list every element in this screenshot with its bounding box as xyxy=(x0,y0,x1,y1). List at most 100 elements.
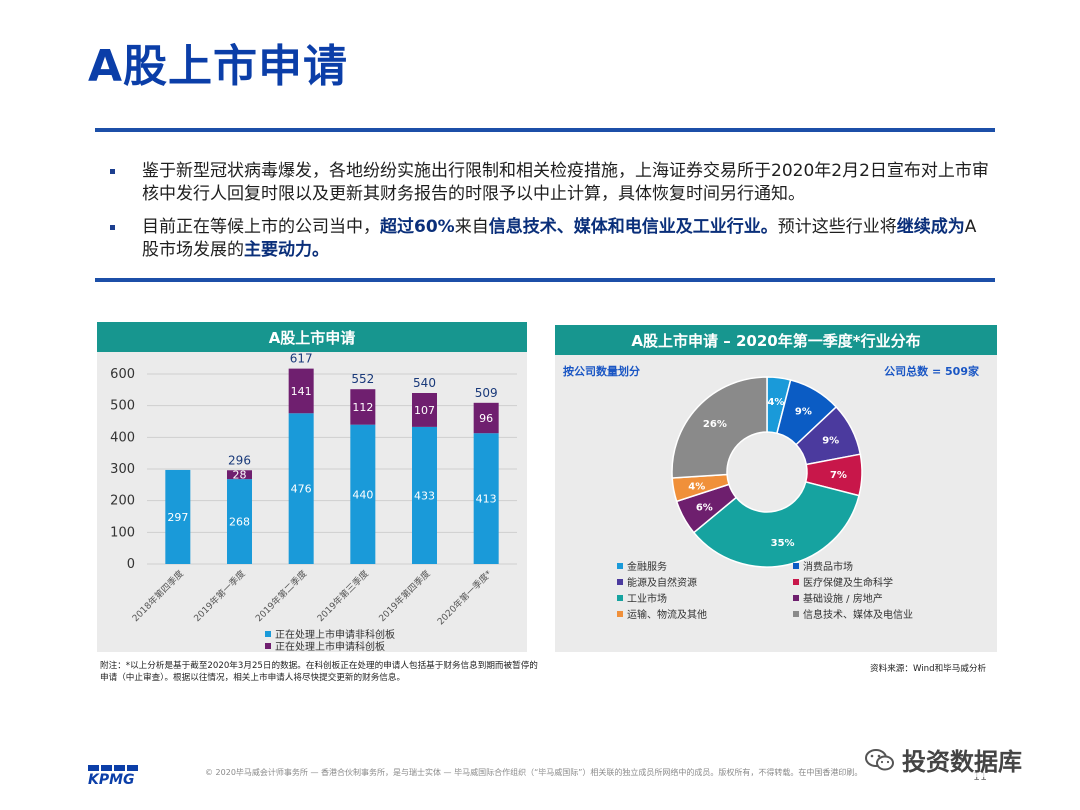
legend-label: 正在处理上市申请科创板 xyxy=(275,642,385,653)
legend-label: 消费品市场 xyxy=(803,562,853,573)
donut-slice xyxy=(671,376,768,479)
bar-segment xyxy=(227,470,252,480)
bullet-item-1: 鉴于新型冠状病毒爆发，各地纷纷实施出行限制和相关检疫措施，上海证券交易所于202… xyxy=(110,160,990,206)
bar-value-label: 297 xyxy=(167,511,188,524)
bullet-marker xyxy=(110,225,115,230)
bar-segment xyxy=(350,424,376,564)
bullet-segment: 超过60% xyxy=(380,217,455,237)
y-tick-label: 100 xyxy=(110,525,135,540)
donut-subtitle-right: 公司总数 = 509家 xyxy=(884,365,979,378)
kpmg-logo-bars xyxy=(88,765,138,771)
legend-swatch xyxy=(793,594,799,601)
bar-segment xyxy=(412,426,437,564)
y-tick-label: 0 xyxy=(127,557,135,572)
bar-segment xyxy=(288,413,314,564)
bar-segment xyxy=(473,433,499,564)
legend-label: 能源及自然资源 xyxy=(627,578,697,589)
x-tick-label: 2019年第二季度 xyxy=(253,568,310,625)
y-tick-label: 600 xyxy=(110,367,135,382)
legend-swatch xyxy=(793,578,799,585)
bar-segment xyxy=(165,469,191,564)
legend-swatch xyxy=(793,562,799,569)
x-tick-label: 2019年第三季度 xyxy=(314,568,371,625)
bar-value-label: 413 xyxy=(476,493,497,506)
legend-swatch xyxy=(793,610,799,617)
bar-chart: 0 100 200 300 400 500 600 297 2018年第四季度 268 28 296 2… xyxy=(110,352,517,627)
bar-legend-item-star: 正在处理上市申请科创板 xyxy=(265,638,385,653)
y-tick-label: 400 xyxy=(110,430,135,445)
bar-segment xyxy=(473,402,499,434)
slice-percent-label: 9% xyxy=(795,406,812,417)
bar-value-label: 141 xyxy=(291,385,312,398)
watermark-text: 投资数据库 xyxy=(902,748,1022,776)
bar-value-label: 107 xyxy=(414,404,435,417)
y-tick-label: 300 xyxy=(110,462,135,477)
title-divider xyxy=(95,128,995,132)
slice-percent-label: 26% xyxy=(703,419,727,430)
bar-segment xyxy=(350,389,376,425)
donut-chart: 4% 9% 9% 7% 35% 6% 4% 26% xyxy=(671,376,863,568)
bullet-segment: 鉴于新型冠状病毒爆发，各地纷纷实施出行限制和相关检疫措施，上海证券交易所于202… xyxy=(142,161,989,204)
x-tick-label: 2019年第一季度 xyxy=(191,568,248,625)
legend-label: 工业市场 xyxy=(627,594,667,605)
donut-legend-item: 能源及自然资源 xyxy=(617,574,697,589)
legend-swatch xyxy=(617,610,623,617)
bar-chart-title: A股上市申请 xyxy=(97,322,527,352)
kpmg-logo: KPMG xyxy=(88,772,135,788)
donut-slice xyxy=(692,481,860,568)
slice-percent-label: 4% xyxy=(767,397,784,408)
legend-swatch xyxy=(617,578,623,585)
legend-label: 正在处理上市申请非科创板 xyxy=(275,630,395,641)
x-tick-label: 2018年第四季度 xyxy=(129,568,186,625)
donut-legend-item: 信息技术、媒体及电信业 xyxy=(793,606,913,621)
slice-percent-label: 9% xyxy=(822,436,839,447)
legend-swatch xyxy=(265,642,271,649)
bar-total-label: 509 xyxy=(475,386,498,400)
watermark: 投资数据库 xyxy=(860,742,1026,777)
bar-value-label: 476 xyxy=(291,483,312,496)
bar-total-label: 540 xyxy=(413,376,436,390)
bullet-marker xyxy=(110,169,115,174)
bullet-segment: 信息技术、媒体和电信业及工业行业。 xyxy=(488,217,778,237)
bar-value-label: 112 xyxy=(352,401,373,414)
donut-chart-title: A股上市申请 – 2020年第一季度*行业分布 xyxy=(555,325,997,355)
donut-legend-item: 消费品市场 xyxy=(793,558,853,573)
bullet-list: 鉴于新型冠状病毒爆发，各地纷纷实施出行限制和相关检疫措施，上海证券交易所于202… xyxy=(110,160,990,272)
bar-value-label: 96 xyxy=(479,412,493,425)
bullet-segment: 继续成为 xyxy=(896,217,965,237)
legend-swatch xyxy=(265,630,271,637)
bar-chart-panel: A股上市申请 0 100 200 300 400 500 600 297 2018年第四季度 26… xyxy=(97,322,527,653)
legend-label: 运输、物流及其他 xyxy=(627,610,707,621)
source-note: 资料来源：Wind和毕马威分析 xyxy=(870,664,987,674)
bullet-text-1: 鉴于新型冠状病毒爆发，各地纷纷实施出行限制和相关检疫措施，上海证券交易所于202… xyxy=(142,161,989,204)
footnote: 附注：*以上分析是基于截至2020年3月25日的数据。在科创板正在处理的申请人包… xyxy=(100,661,538,683)
legend-swatch xyxy=(617,562,623,569)
legend-label: 信息技术、媒体及电信业 xyxy=(803,610,913,621)
slice-percent-label: 35% xyxy=(771,538,795,549)
bar-segment xyxy=(288,368,314,414)
bullet-segment: 预计这些行业将 xyxy=(777,217,897,237)
x-tick-label: 2020年第一季度* xyxy=(435,567,495,627)
page-title: A股上市申请 xyxy=(88,41,349,92)
legend-label: 基础设施 / 房地产 xyxy=(803,594,883,605)
bullet-segment: 来自 xyxy=(454,217,489,237)
slice-percent-label: 7% xyxy=(830,470,847,481)
bar-value-label: 268 xyxy=(229,516,250,529)
bar-segment xyxy=(227,479,252,564)
legend-label: 金融服务 xyxy=(627,562,667,573)
bullet-item-2: 目前正在等候上市的公司当中，超过60%来自信息技术、媒体和电信业及工业行业。预计… xyxy=(110,216,990,262)
bullet-segment: A股市场发展的 xyxy=(142,217,977,260)
donut-legend-item: 工业市场 xyxy=(617,590,667,605)
slice-percent-label: 6% xyxy=(696,502,713,513)
bullet-segment: 主要动力。 xyxy=(244,240,329,260)
x-tick-label: 2019年第四季度 xyxy=(376,568,433,625)
bar-legend-item-non-star: 正在处理上市申请非科创板 xyxy=(265,626,395,641)
bar-segment xyxy=(412,393,437,427)
legend-label: 医疗保健及生命科学 xyxy=(803,578,893,589)
donut-legend-item: 基础设施 / 房地产 xyxy=(793,590,883,605)
y-tick-label: 500 xyxy=(110,399,135,414)
donut-legend-item: 医疗保健及生命科学 xyxy=(793,574,893,589)
copyright-text: © 2020毕马威会计师事务所 — 香港合伙制事务所，是与瑞士实体 — 毕马威国… xyxy=(205,768,863,777)
bullet-text-2: 目前正在等候上市的公司当中，超过60%来自信息技术、媒体和电信业及工业行业。预计… xyxy=(142,217,976,260)
bar-total-label: 617 xyxy=(290,352,313,366)
